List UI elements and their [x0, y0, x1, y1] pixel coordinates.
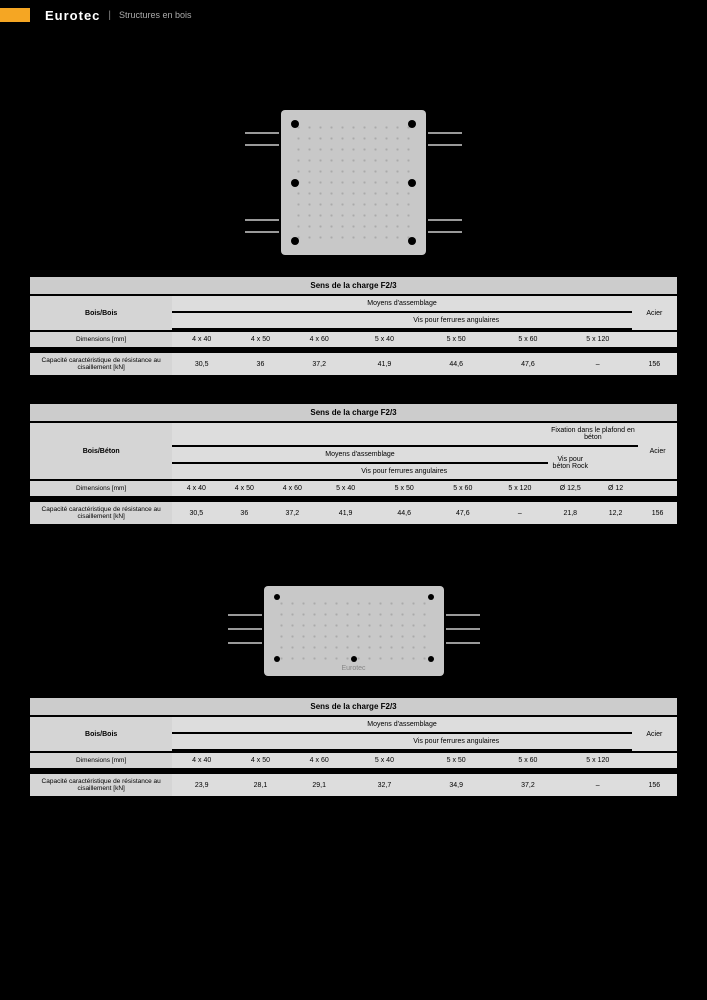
table3-acier: Acier [632, 717, 677, 751]
table3-title: Sens de la charge F2/3 [30, 698, 677, 715]
table1-col-group: Moyens d'assemblage [172, 296, 631, 311]
table1-subgroup: Vis pour ferrures angulaires [349, 313, 564, 328]
table2-material: Bois/Béton [30, 423, 172, 479]
table2-acier: Acier [638, 423, 677, 479]
table2-dim-label: Dimensions [mm] [30, 481, 172, 496]
table2-fixation: Fixation dans le plafond en béton [548, 423, 639, 445]
subtitle: Structures en bois [119, 10, 192, 20]
table1-material: Bois/Bois [30, 296, 172, 330]
table-bois-beton: Sens de la charge F2/3 Bois/Béton Fixati… [30, 402, 677, 526]
table-bois-bois-2: Sens de la charge F2/3 Bois/Bois Moyens … [30, 696, 677, 798]
brand-logo: Eurotec [45, 8, 100, 23]
table3-dim-label: Dimensions [mm] [30, 753, 172, 768]
table2-col-group: Moyens d'assemblage [172, 447, 547, 462]
accent-bar [0, 8, 30, 22]
table2-subgroup: Vis pour ferrures angulaires [316, 464, 492, 479]
table2-title: Sens de la charge F2/3 [30, 404, 677, 421]
table3-subgroup: Vis pour ferrures angulaires [349, 734, 564, 749]
table3-col-group: Moyens d'assemblage [172, 717, 631, 732]
table1-acier: Acier [632, 296, 677, 330]
table2-rock: Vis pour béton Rock [548, 447, 593, 479]
product-image-1 [0, 110, 707, 255]
table-bois-bois-1: Sens de la charge F2/3 Bois/Bois Moyens … [30, 275, 677, 377]
table3-cap-label: Capacité caractéristique de résistance a… [30, 774, 172, 796]
table1-cap-label: Capacité caractéristique de résistance a… [30, 353, 172, 375]
table1-dim-label2: Dimensions [mm] [30, 332, 172, 347]
product-image-2: Eurotec [0, 586, 707, 676]
table2-cap-label: Capacité caractéristique de résistance a… [30, 502, 172, 524]
plate-brand: Eurotec [264, 665, 444, 672]
table1-title: Sens de la charge F2/3 [30, 277, 677, 294]
divider: | [108, 10, 111, 21]
page-header: Eurotec | Structures en bois [0, 0, 707, 30]
table3-material: Bois/Bois [30, 717, 172, 751]
